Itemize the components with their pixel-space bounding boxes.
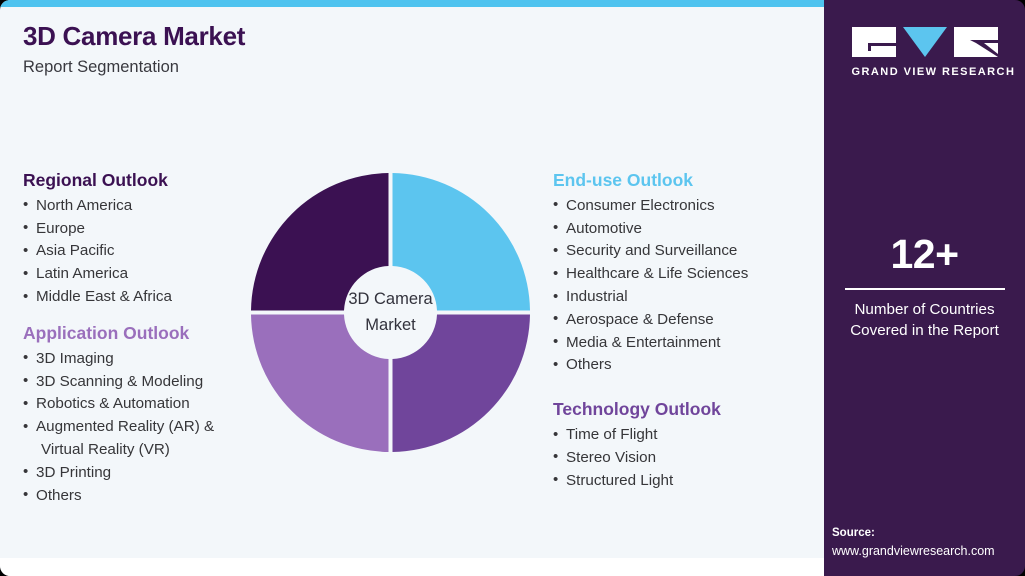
donut-segment-application xyxy=(251,314,389,452)
list-technology-outlook: Time of Flight Stereo Vision Structured … xyxy=(553,424,815,492)
accent-top-bar xyxy=(0,0,825,7)
list-item: Time of Flight xyxy=(553,424,815,447)
donut-segment-technology xyxy=(392,314,530,452)
source-title: Source: xyxy=(832,527,875,539)
section-heading-technology: Technology Outlook xyxy=(553,399,721,420)
page-subtitle: Report Segmentation xyxy=(23,57,179,76)
section-application-outlook: Application Outlook 3D Imaging 3D Scanni… xyxy=(23,323,273,507)
page-title: 3D Camera Market xyxy=(23,21,246,51)
section-heading-end-use: End-use Outlook xyxy=(553,170,693,190)
donut-segment-end-use xyxy=(392,173,530,311)
logo-g-icon xyxy=(851,27,896,57)
list-application-outlook: 3D Imaging 3D Scanning & Modeling Roboti… xyxy=(23,347,273,508)
list-item: Latin America xyxy=(23,263,273,286)
stat-label: Number of Countries Covered in the Repor… xyxy=(824,299,1025,342)
list-item: 3D Scanning & Modeling xyxy=(23,370,273,394)
list-item: Healthcare & Life Sciences xyxy=(553,263,815,286)
logo-marks xyxy=(851,27,998,57)
logo: GRAND VIEW RESEARCH xyxy=(851,27,1016,78)
logo-wordmark: GRAND VIEW RESEARCH xyxy=(851,66,1016,78)
list-item: Others xyxy=(23,484,273,508)
stat-label-line1: Number of Countries xyxy=(854,301,995,318)
list-item-line1: Augmented Reality (AR) & xyxy=(36,418,215,436)
list-item: Robotics & Automation xyxy=(23,393,273,416)
list-item: Consumer Electronics xyxy=(553,194,815,218)
left-column: Regional Outlook North America Europe As… xyxy=(23,170,273,507)
stat-block: 12+ Number of Countries Covered in the R… xyxy=(824,234,1025,342)
card-bottom-strip xyxy=(0,558,825,576)
logo-v-icon xyxy=(902,27,947,57)
list-item: Automotive xyxy=(553,217,815,241)
section-heading-regional: Regional Outlook xyxy=(23,170,168,190)
list-item: Stereo Vision xyxy=(553,446,815,470)
source-url[interactable]: www.grandviewresearch.com xyxy=(832,543,995,558)
stat-divider xyxy=(844,288,1005,290)
section-end-use-outlook: End-use Outlook Consumer Electronics Aut… xyxy=(553,170,815,377)
list-item: 3D Imaging xyxy=(23,347,273,371)
list-item: Others xyxy=(553,354,815,377)
list-item: 3D Printing xyxy=(23,461,273,485)
header: 3D Camera Market Report Segmentation xyxy=(23,21,583,78)
stat-number: 12+ xyxy=(890,231,959,277)
list-item: Asia Pacific xyxy=(23,240,273,263)
list-item: Aerospace & Defense xyxy=(553,308,815,332)
list-item: Security and Surveillance xyxy=(553,240,815,263)
donut-chart-svg xyxy=(251,173,530,452)
list-item: North America xyxy=(23,194,273,218)
donut-chart: 3D Camera Market xyxy=(248,170,533,455)
list-item-line2: Virtual Reality (VR) xyxy=(41,440,170,458)
brand-panel: GRAND VIEW RESEARCH 12+ Number of Countr… xyxy=(824,0,1025,576)
list-item: Augmented Reality (AR) & Virtual Reality… xyxy=(23,416,273,462)
list-item: Europe xyxy=(23,217,273,241)
logo-r-icon xyxy=(953,27,998,57)
list-item: Media & Entertainment xyxy=(553,331,815,355)
list-item: Middle East & Africa xyxy=(23,286,273,309)
list-regional-outlook: North America Europe Asia Pacific Latin … xyxy=(23,194,273,309)
section-heading-application: Application Outlook xyxy=(23,322,190,343)
list-end-use-outlook: Consumer Electronics Automotive Security… xyxy=(553,194,815,377)
section-technology-outlook: Technology Outlook Time of Flight Stereo… xyxy=(553,399,815,492)
section-regional-outlook: Regional Outlook North America Europe As… xyxy=(23,170,273,309)
right-column: End-use Outlook Consumer Electronics Aut… xyxy=(553,170,815,493)
list-item: Industrial xyxy=(553,286,815,309)
source-block: Source: www.grandviewresearch.com xyxy=(832,525,1022,560)
list-item: Structured Light xyxy=(553,469,815,493)
stat-label-line2: Covered in the Report xyxy=(850,322,999,340)
donut-segment-regional xyxy=(251,173,389,311)
